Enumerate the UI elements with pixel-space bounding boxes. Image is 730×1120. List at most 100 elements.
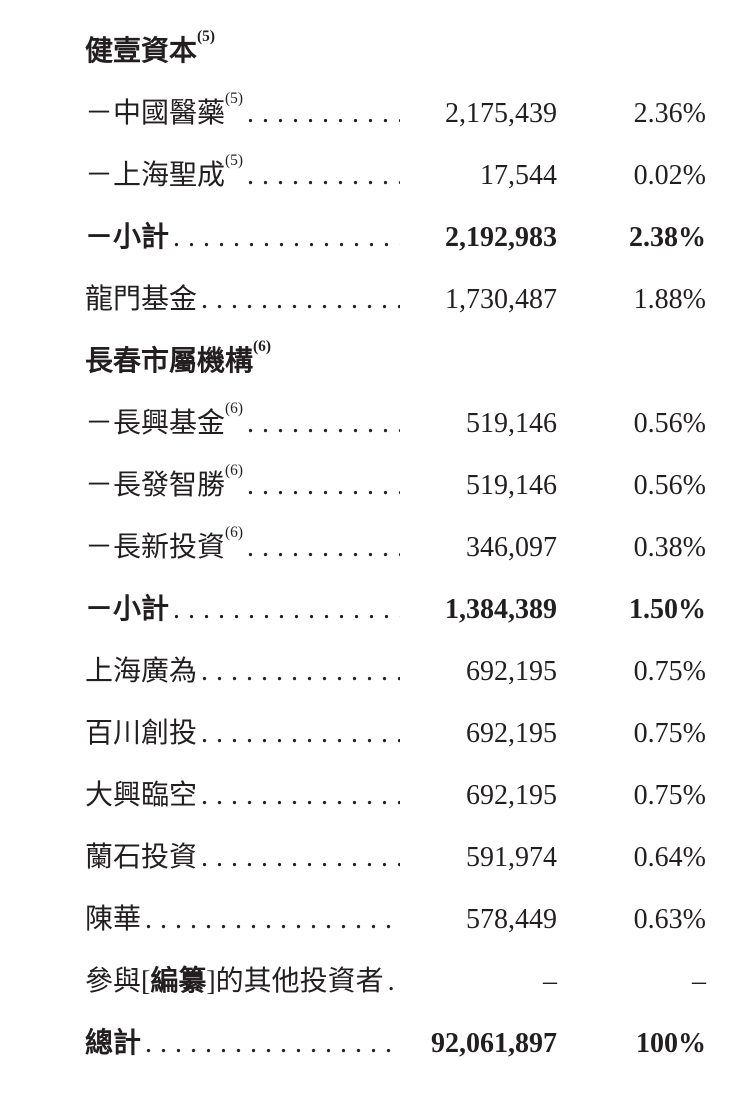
row-label-text: －中國醫藥(5): [85, 90, 243, 129]
footnote-ref: (5): [197, 28, 215, 46]
row-label: 蘭石投資....................................…: [85, 827, 400, 889]
dot-leader: ........................................: [145, 904, 400, 935]
row-label: －中國醫藥(5)................................…: [85, 83, 400, 145]
table-row: 總計......................................…: [85, 1013, 706, 1075]
row-label-text: 陳華: [85, 904, 142, 935]
dot-leader: ........................................: [246, 532, 400, 563]
label-part: 參與[: [85, 966, 151, 997]
percent-value: 0.75%: [633, 718, 706, 749]
row-label-text: 總計: [85, 1028, 142, 1059]
percent-value: –: [692, 966, 706, 997]
dot-leader: ........................................: [173, 222, 400, 253]
row-label-text: －小計: [85, 594, 170, 625]
shares-value: 591,974: [466, 842, 557, 873]
row-label-text: －長興基金(6): [85, 400, 243, 439]
table-row: 陳華......................................…: [85, 889, 706, 951]
shares-value: 692,195: [466, 718, 557, 749]
row-label: －上海聖成(5)................................…: [85, 145, 400, 207]
percent-value: 0.75%: [633, 656, 706, 687]
row-label-text: 上海廣為: [85, 656, 198, 687]
row-label-text: 參與[編纂]的其他投資者: [85, 951, 384, 1013]
footnote-ref: (6): [225, 524, 243, 542]
label-part: ]的其他投資者: [206, 966, 384, 997]
percent-value: 1.88%: [633, 284, 706, 315]
footnote-ref: (6): [225, 400, 243, 418]
dot-leader: ........................................: [201, 284, 400, 315]
dot-leader: ........................................: [145, 1028, 400, 1059]
row-label: 龍門基金....................................…: [85, 269, 400, 331]
dot-leader: ........................................: [384, 951, 400, 1013]
shares-value: 2,192,983: [445, 222, 557, 253]
table-row: 上海廣為....................................…: [85, 641, 706, 703]
row-label-text: 健壹資本(5): [85, 28, 215, 67]
percent-value: 0.38%: [633, 532, 706, 563]
row-label: 長春市屬機構(6): [85, 331, 400, 393]
percent-value: 0.02%: [633, 160, 706, 191]
row-label: 陳華......................................…: [85, 889, 400, 951]
shares-value: 92,061,897: [431, 1028, 557, 1059]
row-label: 大興臨空....................................…: [85, 765, 400, 827]
row-label-text: 長春市屬機構(6): [85, 338, 271, 377]
shareholding-table: 健壹資本(5) －中國醫藥(5).........................…: [85, 21, 706, 1075]
shares-value: –: [543, 966, 557, 997]
row-label: 參與[編纂]的其他投資者............................…: [85, 951, 400, 1013]
dot-leader: ........................................: [246, 98, 400, 129]
percent-value: 1.50%: [629, 594, 706, 625]
row-label: －小計.....................................…: [85, 207, 400, 269]
dot-leader: ........................................: [246, 160, 400, 191]
percent-value: 0.63%: [633, 904, 706, 935]
shares-value: 17,544: [480, 160, 557, 191]
table-row: －長新投資(6)................................…: [85, 517, 706, 579]
shares-value: 692,195: [466, 780, 557, 811]
row-label-text: －長新投資(6): [85, 524, 243, 563]
dot-leader: ........................................: [201, 656, 400, 687]
shares-value: 346,097: [466, 532, 557, 563]
footnote-ref: (6): [253, 338, 271, 356]
dot-leader: ........................................: [201, 718, 400, 749]
table-row: 蘭石投資....................................…: [85, 827, 706, 889]
row-label-text: －小計: [85, 222, 170, 253]
shares-value: 1,730,487: [445, 284, 557, 315]
row-label-text: 龍門基金: [85, 284, 198, 315]
dot-leader: ........................................: [173, 594, 400, 625]
percent-value: 0.64%: [633, 842, 706, 873]
row-label: 百川創投....................................…: [85, 703, 400, 765]
table-row: －長發智勝(6)................................…: [85, 455, 706, 517]
row-label: －長發智勝(6)................................…: [85, 455, 400, 517]
row-label-text: －長發智勝(6): [85, 462, 243, 501]
percent-value: 0.75%: [633, 780, 706, 811]
row-label: －長新投資(6)................................…: [85, 517, 400, 579]
section-header-row: 健壹資本(5): [85, 21, 706, 83]
dot-leader: ........................................: [201, 842, 400, 873]
dot-leader: ........................................: [246, 408, 400, 439]
percent-value: 100%: [636, 1028, 706, 1059]
table-row: －小計.....................................…: [85, 207, 706, 269]
table-row: 百川創投....................................…: [85, 703, 706, 765]
row-label-text: 大興臨空: [85, 780, 198, 811]
table-row: 大興臨空....................................…: [85, 765, 706, 827]
shares-value: 1,384,389: [445, 594, 557, 625]
table-row: 龍門基金....................................…: [85, 269, 706, 331]
row-label-text: 百川創投: [85, 718, 198, 749]
percent-value: 2.36%: [633, 98, 706, 129]
row-label: －小計.....................................…: [85, 579, 400, 641]
table-row: －小計.....................................…: [85, 579, 706, 641]
shares-value: 519,146: [466, 470, 557, 501]
row-label: 上海廣為....................................…: [85, 641, 400, 703]
row-label: －長興基金(6)................................…: [85, 393, 400, 455]
shares-value: 519,146: [466, 408, 557, 439]
percent-value: 0.56%: [633, 408, 706, 439]
footnote-ref: (6): [225, 462, 243, 480]
section-header-row: 長春市屬機構(6): [85, 331, 706, 393]
footnote-ref: (5): [225, 90, 243, 108]
shares-value: 2,175,439: [445, 98, 557, 129]
table-row: －上海聖成(5)................................…: [85, 145, 706, 207]
footnote-ref: (5): [225, 152, 243, 170]
table-row: －中國醫藥(5)................................…: [85, 83, 706, 145]
dot-leader: ........................................: [201, 780, 400, 811]
row-label-text: －上海聖成(5): [85, 152, 243, 191]
dot-leader: ........................................: [246, 470, 400, 501]
label-part-emphasis: 編纂: [150, 966, 207, 997]
row-label-text: 蘭石投資: [85, 842, 198, 873]
